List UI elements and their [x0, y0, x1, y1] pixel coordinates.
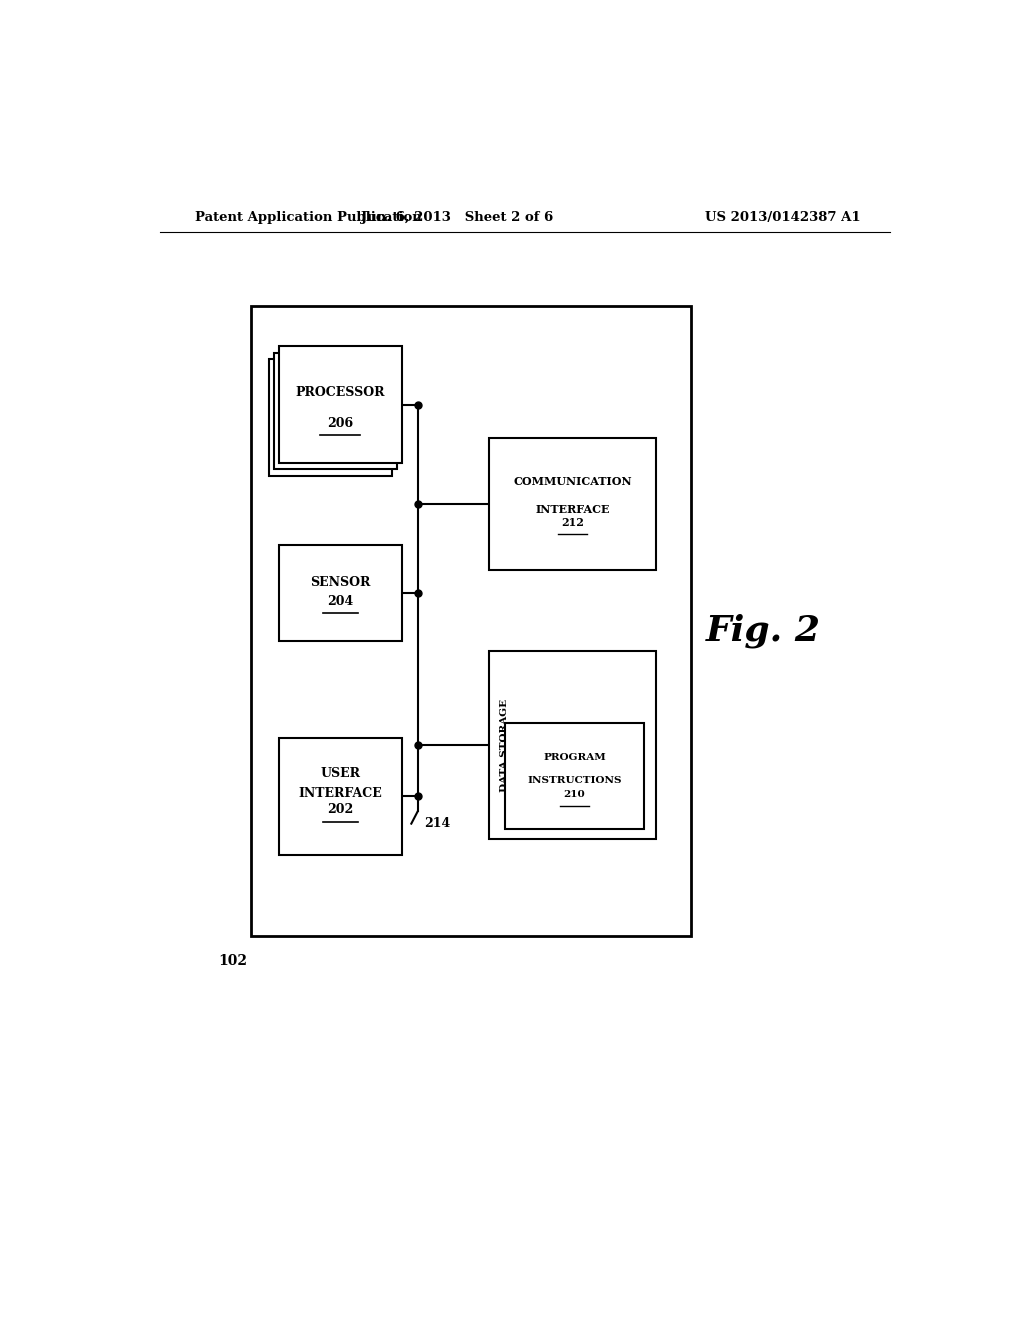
Bar	[279, 545, 401, 642]
Bar	[251, 306, 691, 936]
Text: PROGRAM: PROGRAM	[543, 754, 606, 762]
Bar	[274, 352, 397, 470]
Text: Jun. 6, 2013   Sheet 2 of 6: Jun. 6, 2013 Sheet 2 of 6	[361, 211, 553, 224]
Text: 208: 208	[515, 739, 523, 762]
Text: 214: 214	[424, 817, 451, 829]
Bar	[505, 722, 644, 829]
Text: US 2013/0142387 A1: US 2013/0142387 A1	[705, 211, 860, 224]
Text: 102: 102	[218, 954, 247, 969]
Text: Fig. 2: Fig. 2	[706, 614, 820, 648]
Text: INTERFACE: INTERFACE	[536, 503, 609, 515]
Text: Patent Application Publication: Patent Application Publication	[196, 211, 422, 224]
Text: PROCESSOR: PROCESSOR	[296, 387, 385, 399]
Text: INTERFACE: INTERFACE	[298, 787, 382, 800]
Text: SENSOR: SENSOR	[310, 577, 371, 589]
Text: 204: 204	[327, 594, 353, 607]
Text: 210: 210	[563, 789, 586, 799]
Text: COMMUNICATION: COMMUNICATION	[513, 477, 632, 487]
Bar	[489, 438, 655, 570]
Bar	[279, 346, 401, 463]
Bar	[279, 738, 401, 854]
Text: 206: 206	[328, 417, 353, 430]
Text: 212: 212	[561, 516, 584, 528]
Text: USER: USER	[321, 767, 360, 780]
Bar	[269, 359, 392, 475]
Text: 202: 202	[327, 803, 353, 816]
Text: INSTRUCTIONS: INSTRUCTIONS	[527, 776, 622, 785]
Text: DATA STORAGE: DATA STORAGE	[501, 698, 510, 792]
Bar	[489, 651, 655, 840]
